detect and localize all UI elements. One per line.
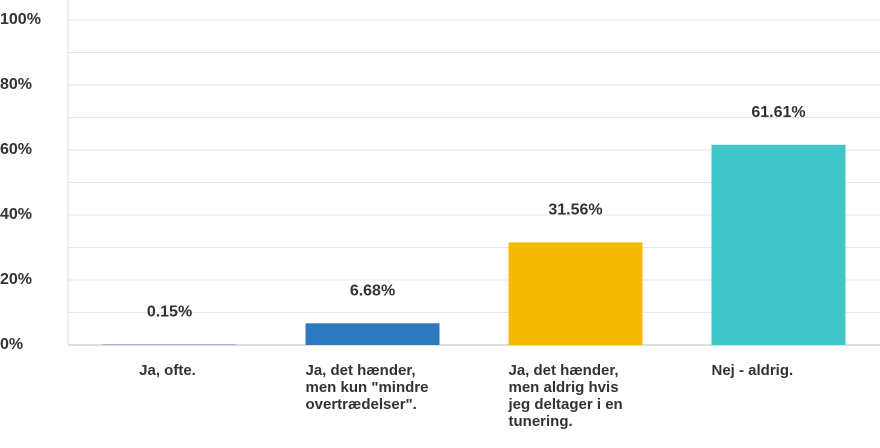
value-label: 31.56%: [548, 202, 602, 219]
value-label: 61.61%: [751, 104, 805, 121]
y-tick-label: 60%: [0, 141, 32, 158]
y-tick-label: 40%: [0, 206, 32, 223]
value-label: 0.15%: [147, 304, 192, 321]
y-tick-label: 80%: [0, 76, 32, 93]
bar: [711, 144, 846, 345]
x-tick-label: Ja, ofte.: [139, 362, 196, 379]
bar: [305, 323, 440, 345]
y-tick-label: 20%: [0, 271, 32, 288]
y-tick-label: 0%: [0, 336, 23, 353]
y-tick-label: 100%: [0, 11, 41, 28]
bar: [508, 242, 643, 345]
x-tick-label: Ja, det hænder, men kun "mindre overtræd…: [305, 362, 429, 413]
x-tick-label: Ja, det hænder, men aldrig hvis jeg delt…: [508, 362, 623, 430]
x-tick-label: Nej - aldrig.: [711, 362, 794, 379]
value-label: 6.68%: [350, 283, 395, 300]
